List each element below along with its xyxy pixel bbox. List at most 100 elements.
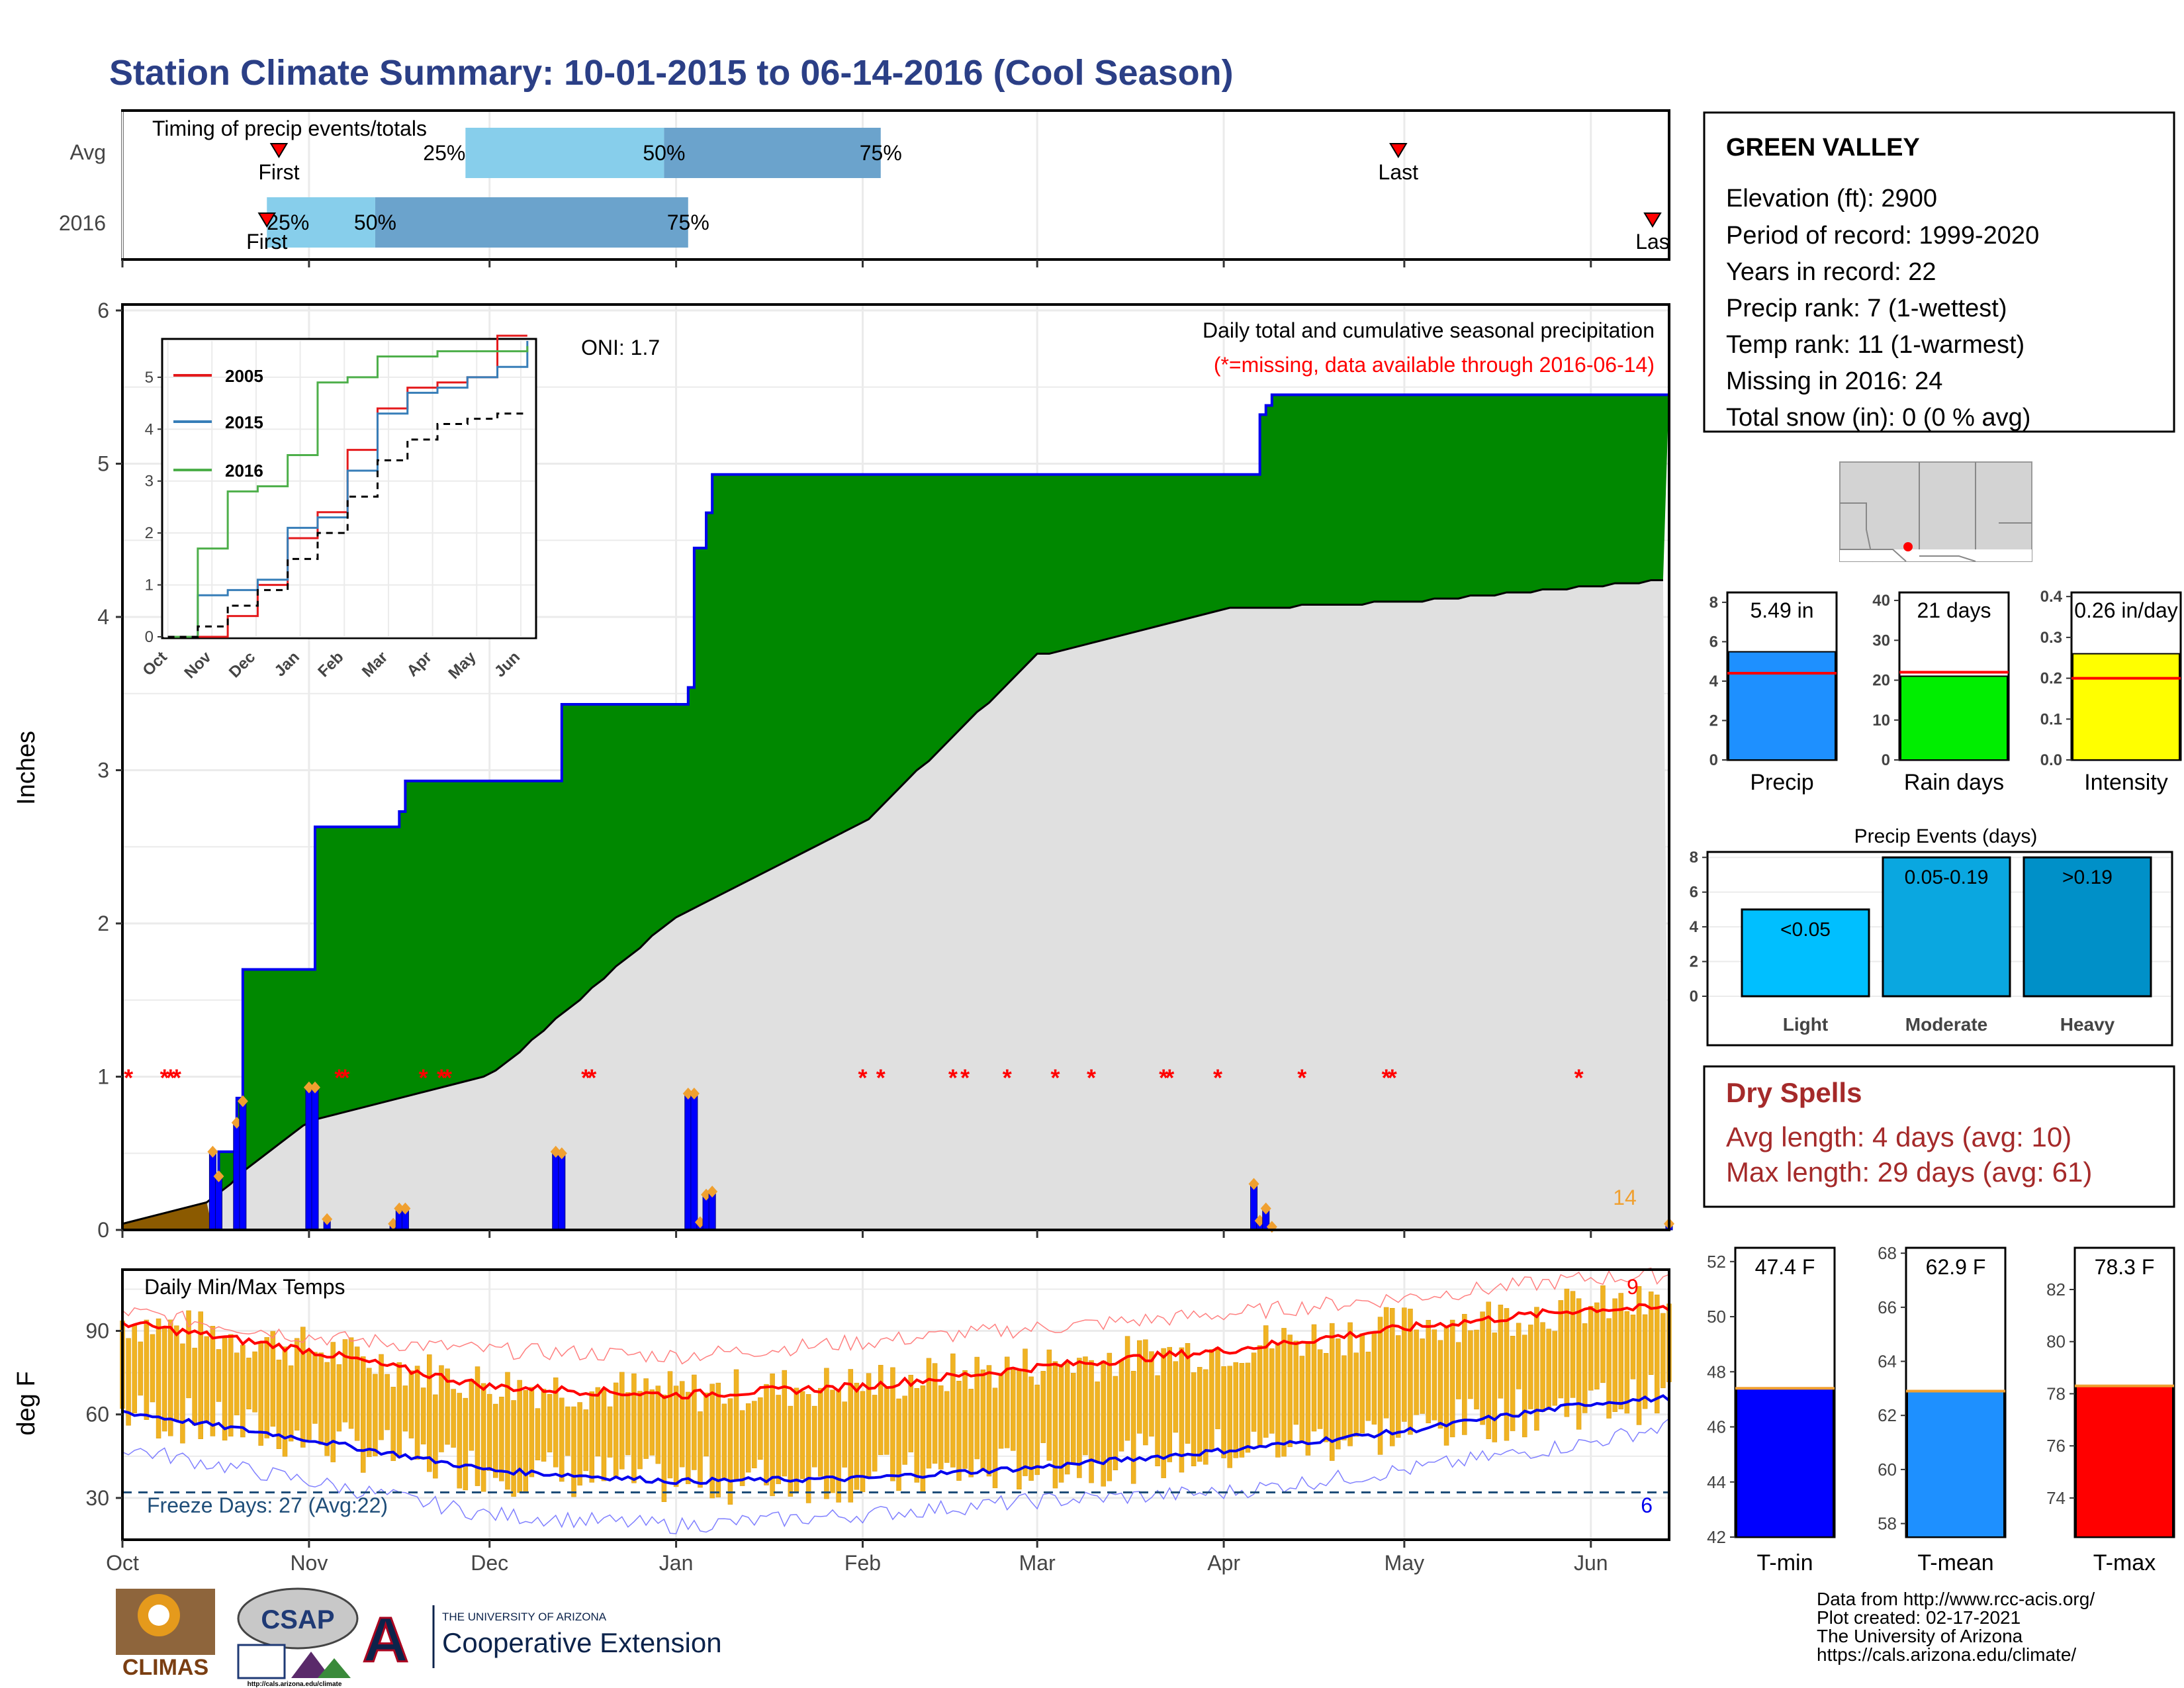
daily-temp-range-bar	[463, 1397, 469, 1491]
events-y-tick-label: 0	[1690, 988, 1698, 1006]
month-axis-label: Nov	[290, 1551, 328, 1575]
mini-bar-value-label: 5.49 in	[1750, 598, 1813, 622]
daily-temp-range-bar	[1124, 1336, 1130, 1441]
temp-bar-category-label: T-min	[1757, 1550, 1813, 1575]
daily-temp-range-bar	[186, 1310, 191, 1399]
daily-temp-range-bar	[1185, 1343, 1191, 1444]
daily-temp-range-bar	[998, 1374, 1004, 1449]
daily-temp-range-bar	[752, 1401, 757, 1468]
inset-y-tick-label: 5	[145, 369, 154, 387]
daily-temp-range-bar	[950, 1353, 956, 1468]
temp-bar-value-label: 78.3 F	[2095, 1255, 2155, 1279]
mini-bar-value-label: 21 days	[1917, 598, 1991, 622]
daily-temp-range-bar	[1648, 1291, 1654, 1375]
events-bar	[2023, 856, 2152, 998]
temp-bar-tick-label: 82	[2046, 1280, 2066, 1299]
daily-temp-range-bar	[1299, 1356, 1305, 1443]
dry-spells-max: Max length: 29 days (avg: 61)	[1726, 1156, 2092, 1188]
daily-precip-bar	[690, 1093, 698, 1231]
missing-day-marker: *	[960, 1064, 970, 1092]
inset-y-tick-label: 0	[145, 628, 154, 646]
daily-temp-range-bar	[1377, 1317, 1383, 1455]
mini-bar-value	[2072, 653, 2180, 761]
month-axis-label: May	[1385, 1551, 1424, 1575]
month-axis-label: Mar	[1019, 1551, 1056, 1575]
month-axis-label: Jun	[1574, 1551, 1608, 1575]
daily-temp-range-bar	[1179, 1347, 1185, 1473]
mini-bar-tick-label: 20	[1872, 672, 1890, 690]
temperature-summary-bars: 42 44 46 48 50 52 47.4 F T-min 58 60 62 64 66 68 62.9 …	[1707, 1243, 2175, 1575]
daily-temp-range-bar	[1118, 1360, 1124, 1452]
daily-temp-range-bar	[1642, 1314, 1648, 1409]
daily-temp-range-bar	[1576, 1298, 1582, 1430]
first-event-label: First	[246, 230, 287, 254]
daily-temp-range-bar	[571, 1406, 576, 1497]
daily-temp-range-bar	[1209, 1349, 1214, 1450]
climas-logo-text: CLIMAS	[122, 1655, 208, 1680]
missing-day-marker: *	[166, 1064, 175, 1092]
missing-day-marker: *	[437, 1064, 446, 1092]
daily-temp-range-bar	[204, 1336, 210, 1422]
daily-temp-range-bar	[715, 1382, 721, 1498]
temp-y-tick-label: 60	[85, 1403, 109, 1427]
inset-series-line	[167, 341, 529, 638]
daily-precip-bar	[558, 1152, 566, 1231]
daily-temp-range-bar	[379, 1354, 384, 1440]
temp-bar-tick-label: 48	[1707, 1362, 1726, 1382]
daily-precip-bar	[208, 1151, 216, 1231]
daily-temp-range-bar	[758, 1397, 763, 1460]
daily-temp-range-bar	[354, 1346, 360, 1441]
month-axis-label: Jan	[659, 1551, 694, 1575]
temp-bar-category-label: T-mean	[1917, 1550, 1993, 1575]
daily-temp-range-bar	[1498, 1304, 1504, 1399]
mini-bar-tick-label: 0.4	[2040, 588, 2063, 606]
mini-bar-tick-label: 6	[1709, 633, 1718, 651]
daily-temp-range-bar	[1263, 1325, 1269, 1438]
mini-bar-tick-label: 0	[1709, 751, 1718, 769]
timing-row-avg-label: Avg	[69, 140, 106, 164]
temp-bar-tick-label: 60	[1878, 1460, 1897, 1479]
daily-temp-range-bar	[776, 1395, 781, 1484]
events-y-tick-label: 6	[1690, 884, 1698, 902]
daily-temp-range-bar	[1155, 1375, 1160, 1467]
daily-temp-range-bar	[1630, 1314, 1636, 1380]
daily-temp-range-bar	[1311, 1324, 1317, 1432]
daily-temp-range-bar	[613, 1382, 619, 1478]
temp-bar-tick-label: 50	[1707, 1307, 1726, 1327]
daily-temp-range-bar	[390, 1387, 396, 1462]
daily-temp-range-bar	[577, 1402, 582, 1486]
daily-temp-range-bar	[1071, 1373, 1076, 1464]
inset-legend: 2005 2015 2016	[173, 366, 263, 481]
last-event-marker	[1389, 143, 1408, 158]
daily-temp-range-bar	[1221, 1366, 1226, 1458]
temp-y-axis-label: deg F	[13, 1371, 40, 1435]
daily-temp-range-bar	[1317, 1349, 1323, 1429]
inset-series-line	[167, 412, 527, 638]
first-event-marker	[269, 143, 289, 158]
events-bar-label: <0.05	[1780, 919, 1831, 941]
daily-temp-range-bar	[312, 1352, 318, 1424]
daily-precip-marker	[400, 1202, 411, 1215]
daily-precip-marker	[237, 1095, 248, 1107]
daily-temp-range-bar	[1143, 1339, 1148, 1446]
daily-temp-range-bar	[607, 1406, 613, 1458]
daily-temp-range-bar	[830, 1389, 835, 1493]
daily-temp-range-bar	[216, 1349, 222, 1402]
daily-temp-range-bar	[505, 1372, 510, 1490]
locator-map	[1839, 461, 2032, 562]
daily-temp-range-bar	[427, 1354, 432, 1472]
station-info-box: GREEN VALLEY Elevation (ft): 2900 Period…	[1703, 111, 2175, 433]
precip-events-chart: Precip Events (days) 0 2 4 6 8 <0.05 Light 0.05…	[1690, 825, 2173, 1047]
daily-temp-range-bar	[980, 1369, 986, 1470]
daily-temp-range-bar	[529, 1387, 535, 1477]
daily-temp-range-bar	[1083, 1356, 1088, 1456]
daily-temp-range-bar	[535, 1408, 541, 1461]
daily-temp-range-bar	[1402, 1307, 1407, 1422]
station-line-snow: Total snow (in): 0 (0 % avg)	[1726, 404, 2030, 432]
daily-temp-range-bar	[1522, 1335, 1527, 1438]
daily-precip-bar	[233, 1122, 241, 1231]
daily-temp-range-bar	[553, 1377, 559, 1468]
temp-bar-tick-label: 68	[1878, 1243, 1897, 1263]
